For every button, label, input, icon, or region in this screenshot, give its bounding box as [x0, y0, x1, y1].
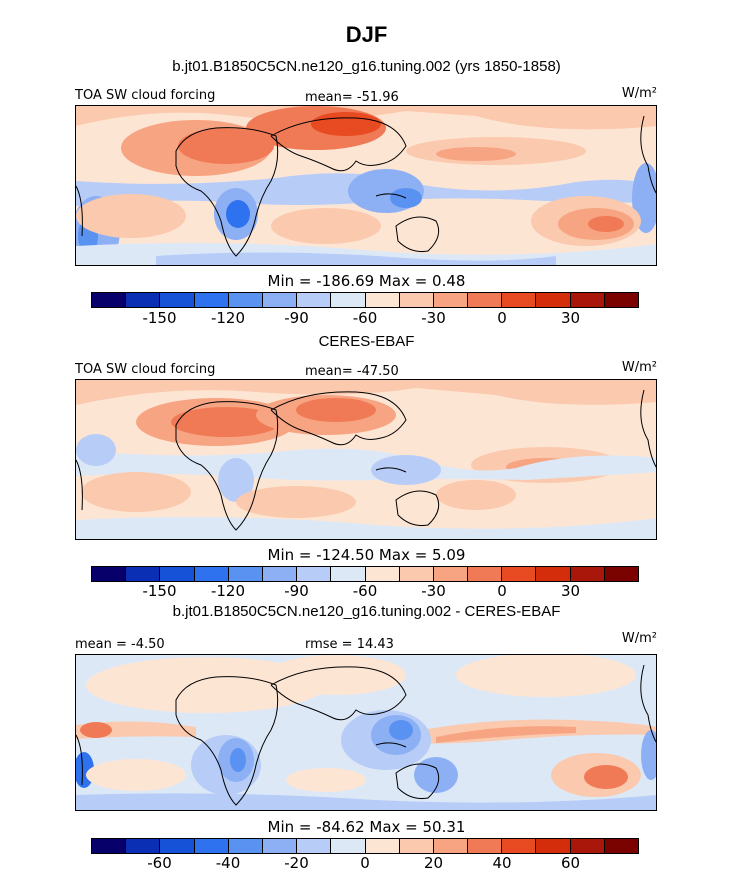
panel2-colorbar-swatch: [262, 567, 298, 581]
colorbar-tick: -90: [284, 582, 309, 600]
colorbar-tick: -30: [421, 309, 446, 327]
colorbar-tick: 60: [560, 854, 581, 872]
panel3-mean-label: mean = -4.50: [75, 637, 165, 652]
panel2-left-label: TOA SW cloud forcing: [75, 362, 216, 377]
panel1-colorbar-swatch: [468, 293, 503, 307]
panel2-map-svg: [76, 380, 656, 539]
panel3-colorbar-swatch: [297, 839, 332, 853]
panel1-mean-label: mean= -51.96: [305, 90, 399, 105]
panel1-colorbar-swatch: [262, 293, 298, 307]
panel1-minmax: Min = -186.69 Max = 0.48: [267, 272, 466, 290]
panel2-colorbar-ticks: -150 -120 -90 -60 -30 0 30: [91, 582, 639, 600]
panel2-colorbar-swatch: [433, 567, 469, 581]
panel2-minmax: Min = -124.50 Max = 5.09: [267, 546, 466, 564]
panel3-colorbar-swatch: [262, 839, 298, 853]
panel2-units: W/m²: [621, 360, 657, 375]
colorbar-tick: 0: [360, 854, 370, 872]
panel1-map: [75, 105, 657, 266]
panel1-left-label: TOA SW cloud forcing: [75, 88, 216, 103]
colorbar-tick: 20: [423, 854, 444, 872]
panel3-colorbar-swatch: [365, 839, 400, 853]
panel2-colorbar: [91, 566, 639, 582]
panel2-colorbar-swatch: [570, 567, 605, 581]
colorbar-tick: 0: [497, 582, 507, 600]
colorbar-tick: -150: [142, 309, 177, 327]
panel2-colorbar-swatch: [194, 567, 229, 581]
figure-title: DJF: [345, 22, 388, 47]
panel2-colorbar-swatch: [536, 567, 571, 581]
panel3-colorbar-swatch: [399, 839, 434, 853]
colorbar-tick: -120: [210, 309, 246, 327]
panel3-colorbar-swatch: [536, 839, 571, 853]
panel3-colorbar-swatch: [502, 839, 537, 853]
panel1-colorbar-swatch: [604, 293, 638, 307]
panel3-map: [75, 654, 657, 811]
colorbar-tick: -60: [147, 854, 172, 872]
panel1-colorbar-swatch: [570, 293, 605, 307]
colorbar-tick: -40: [215, 854, 241, 872]
panel3-colorbar: [91, 838, 639, 854]
panel1-units: W/m²: [621, 86, 657, 101]
colorbar-tick: 0: [497, 309, 507, 327]
panel1-colorbar: [91, 292, 639, 308]
colorbar-tick: -120: [210, 582, 246, 600]
panel2-colorbar-swatch: [399, 567, 434, 581]
panel2-colorbar-swatch: [331, 567, 366, 581]
colorbar-tick: -150: [142, 582, 177, 600]
panel1-colorbar-swatch: [297, 293, 332, 307]
panel2-colorbar-swatch: [160, 567, 195, 581]
panel1-colorbar-ticks: -150 -120 -90 -60 -30 0 30: [91, 309, 639, 327]
panel1-colorbar-swatch: [160, 293, 195, 307]
panel1-colorbar-swatch: [502, 293, 537, 307]
panel2-title: CERES-EBAF: [318, 333, 415, 350]
panel1-colorbar-swatch: [228, 293, 263, 307]
panel3-colorbar-swatch: [331, 839, 366, 853]
panel3-colorbar-swatch: [126, 839, 161, 853]
colorbar-tick: -60: [352, 582, 378, 600]
panel3-units: W/m²: [621, 631, 657, 646]
panel2-colorbar-swatch: [468, 567, 503, 581]
panel3-minmax: Min = -84.62 Max = 50.31: [267, 818, 466, 836]
panel3-title: b.jt01.B1850C5CN.ne120_g16.tuning.002 - …: [172, 603, 561, 620]
panel1-map-svg: [76, 106, 656, 265]
panel3-colorbar-swatch: [604, 839, 638, 853]
panel2-mean-label: mean= -47.50: [305, 364, 399, 379]
panel2-colorbar-swatch: [502, 567, 537, 581]
panel1-colorbar-swatch: [331, 293, 366, 307]
panel2-map: [75, 379, 657, 540]
panel3-colorbar-swatch: [92, 839, 127, 853]
colorbar-tick: -20: [284, 854, 309, 872]
colorbar-tick: -30: [421, 582, 446, 600]
panel3-colorbar-swatch: [160, 839, 195, 853]
panel2-colorbar-swatch: [365, 567, 400, 581]
panel1-colorbar-swatch: [126, 293, 161, 307]
panel1-colorbar-swatch: [92, 293, 127, 307]
colorbar-tick: 40: [492, 854, 512, 872]
panel1-colorbar-swatch: [365, 293, 400, 307]
panel3-rmse-label: rmse = 14.43: [305, 637, 394, 652]
panel3-colorbar-swatch: [468, 839, 503, 853]
colorbar-tick: -90: [284, 309, 309, 327]
colorbar-tick: 30: [560, 582, 581, 600]
colorbar-tick: 30: [560, 309, 581, 327]
panel2-colorbar-swatch: [297, 567, 332, 581]
panel1-colorbar-swatch: [194, 293, 229, 307]
panel3-colorbar-swatch: [228, 839, 263, 853]
panel3-colorbar-ticks: -60 -40 -20 0 20 40 60: [91, 854, 639, 872]
panel3-map-svg: [76, 655, 656, 810]
panel3-colorbar-swatch: [194, 839, 229, 853]
panel3-colorbar-swatch: [433, 839, 469, 853]
panel2-colorbar-swatch: [604, 567, 638, 581]
panel3-colorbar-swatch: [570, 839, 605, 853]
panel1-colorbar-swatch: [433, 293, 469, 307]
panel1-title: b.jt01.B1850C5CN.ne120_g16.tuning.002 (y…: [172, 58, 561, 75]
panel2-colorbar-swatch: [228, 567, 263, 581]
panel1-colorbar-swatch: [536, 293, 571, 307]
panel2-colorbar-swatch: [126, 567, 161, 581]
panel1-colorbar-swatch: [399, 293, 434, 307]
colorbar-tick: -60: [352, 309, 378, 327]
panel2-colorbar-swatch: [92, 567, 127, 581]
